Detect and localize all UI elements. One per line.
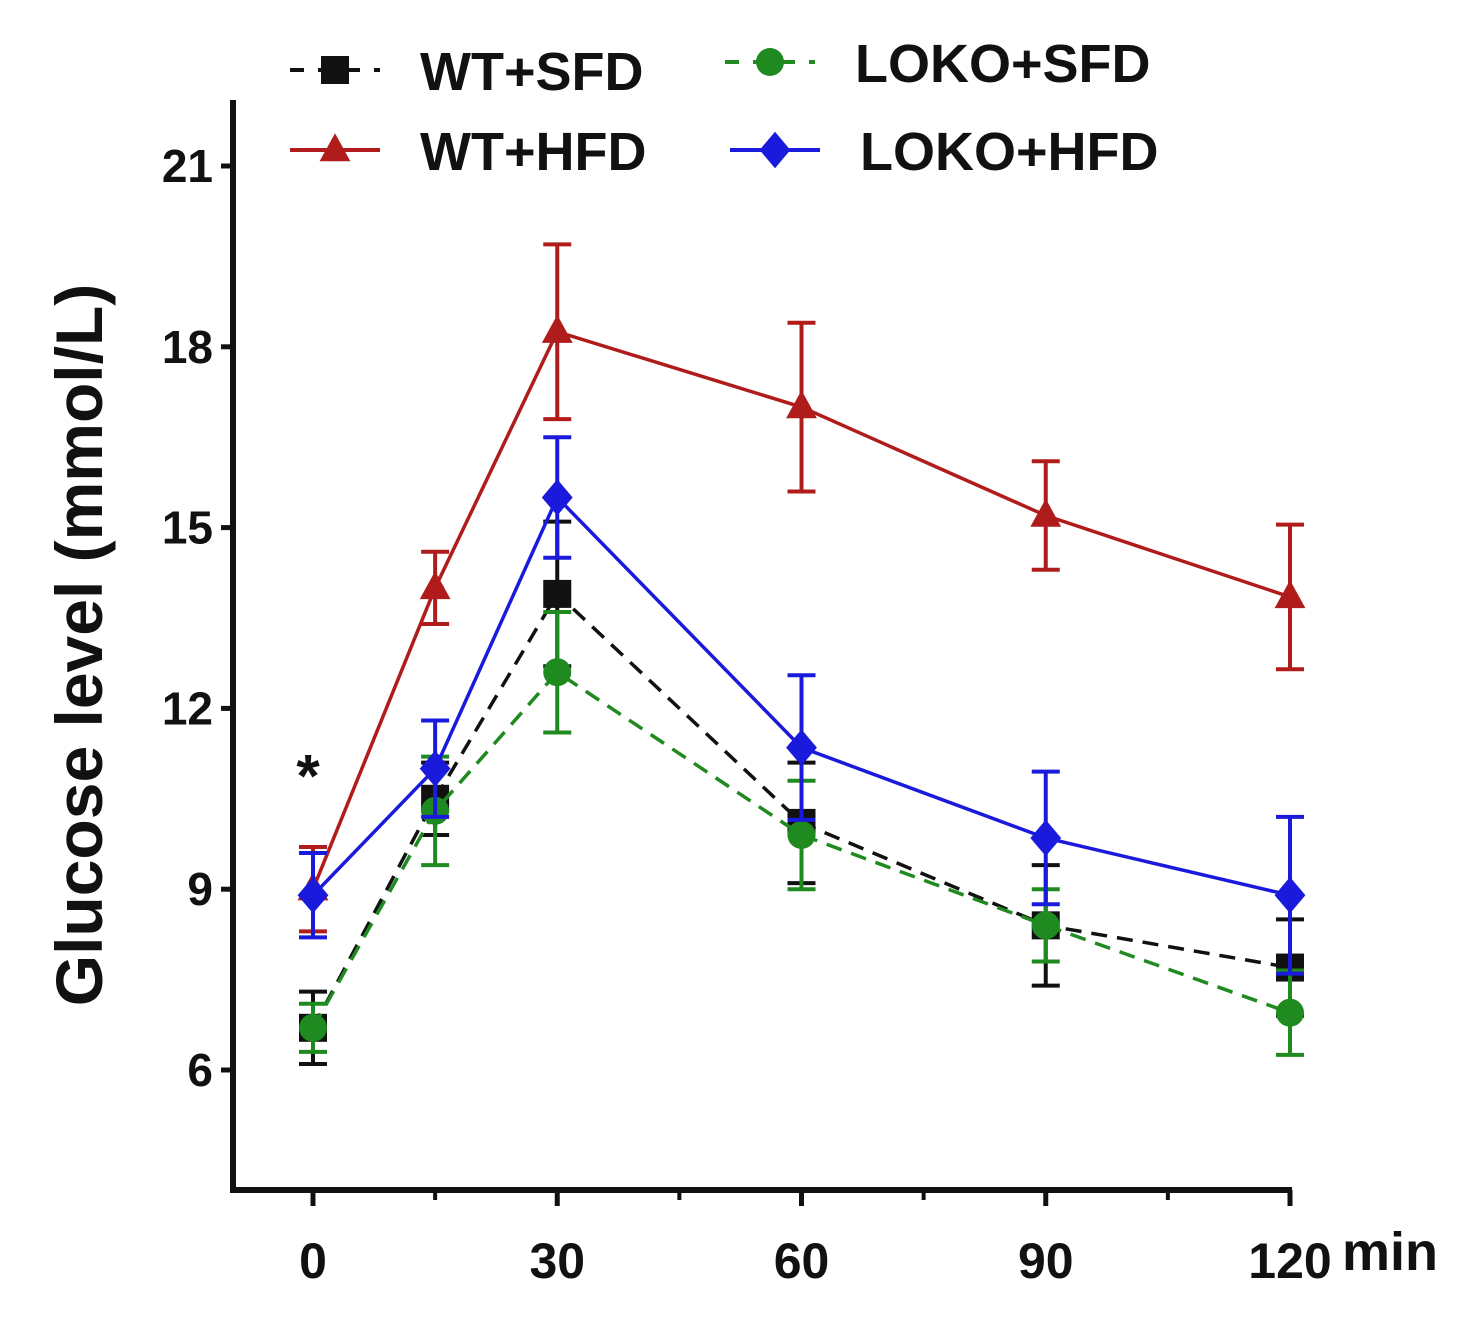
x-tick-label: 120	[1248, 1233, 1331, 1289]
series-loko-hfd	[297, 435, 1306, 976]
legend-label: WT+HFD	[420, 122, 646, 182]
circle-marker	[1031, 911, 1060, 940]
y-tick-label: 9	[187, 863, 213, 915]
diamond-marker	[419, 750, 451, 787]
y-tick-label: 18	[162, 321, 213, 373]
diamond-marker	[759, 131, 791, 169]
x-tick-label: 60	[774, 1233, 830, 1289]
x-tick-label: 30	[529, 1233, 585, 1289]
triangle-marker	[319, 133, 351, 162]
triangle-marker	[1030, 498, 1062, 527]
legend-label: LOKO+HFD	[860, 122, 1159, 182]
series-line	[311, 669, 1291, 1029]
axes: 6 9 12 15 18 21 0 30 60 90 120	[162, 100, 1332, 1289]
diamond-marker	[1030, 819, 1062, 857]
circle-marker	[299, 1013, 327, 1042]
triangle-marker	[541, 314, 573, 343]
diamond-marker	[541, 479, 573, 516]
legend-item: LOKO+SFD	[725, 34, 1151, 94]
series-line	[311, 329, 1291, 890]
triangle-marker	[419, 571, 451, 600]
square-marker	[321, 56, 349, 84]
legend-label: WT+SFD	[420, 42, 644, 102]
y-tick-label: 6	[187, 1044, 213, 1096]
series-layer	[297, 242, 1306, 1066]
significance-asterisk: *	[296, 743, 320, 810]
legend-label: LOKO+SFD	[855, 34, 1151, 94]
series-line	[311, 494, 1291, 897]
x-tick-label: 0	[299, 1233, 327, 1289]
legend-item: WT+HFD	[290, 122, 646, 182]
triangle-marker	[786, 390, 817, 419]
legend-item: LOKO+HFD	[730, 122, 1159, 182]
legend-item: WT+SFD	[290, 42, 644, 102]
diamond-marker	[1274, 877, 1306, 914]
circle-marker	[543, 658, 572, 687]
x-tick-label: 90	[1018, 1233, 1074, 1289]
circle-marker	[787, 820, 816, 849]
legend: WT+SFD LOKO+SFD WT+HFD LOKO+HFD	[290, 34, 1159, 182]
circle-marker	[756, 48, 784, 76]
series-line	[311, 591, 1291, 1029]
diamond-marker	[786, 729, 817, 766]
square-marker	[543, 579, 572, 608]
diamond-marker	[297, 877, 329, 914]
y-tick-label: 15	[162, 502, 213, 554]
y-tick-label: 21	[162, 140, 213, 192]
triangle-marker	[1274, 580, 1306, 609]
y-axis-label: Glucose level (mmol/L)	[42, 284, 116, 1007]
x-axis-label: min	[1342, 1222, 1438, 1282]
circle-marker	[1276, 998, 1304, 1027]
y-tick-label: 12	[162, 682, 213, 734]
